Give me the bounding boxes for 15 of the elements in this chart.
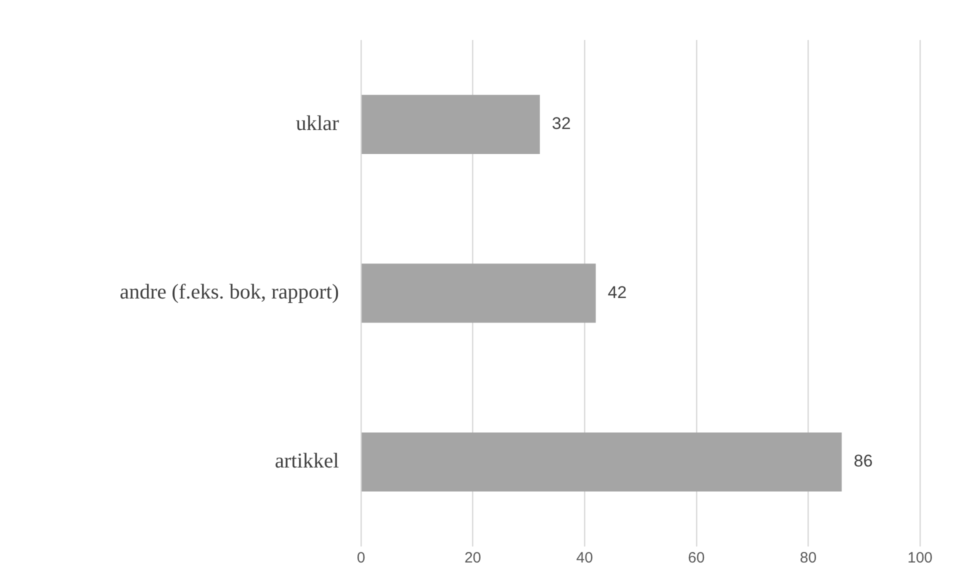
x-tick-label: 80 [800, 550, 817, 567]
bar [362, 264, 596, 323]
x-tick-label: 100 [907, 550, 933, 567]
bar [362, 432, 842, 492]
x-tick-label: 60 [688, 550, 705, 567]
data-label: 86 [854, 452, 873, 471]
y-tick-label: andre (f.eks. bok, rapport) [120, 280, 340, 304]
data-label: 42 [608, 282, 627, 302]
x-tick-label: 40 [576, 550, 593, 567]
bar [362, 94, 540, 154]
y-tick-label: artikkel [274, 448, 340, 473]
x-tick-label: 0 [356, 550, 366, 567]
y-tick-label: uklar [296, 110, 339, 135]
data-label: 32 [552, 114, 571, 134]
x-tick-label: 20 [464, 550, 482, 567]
